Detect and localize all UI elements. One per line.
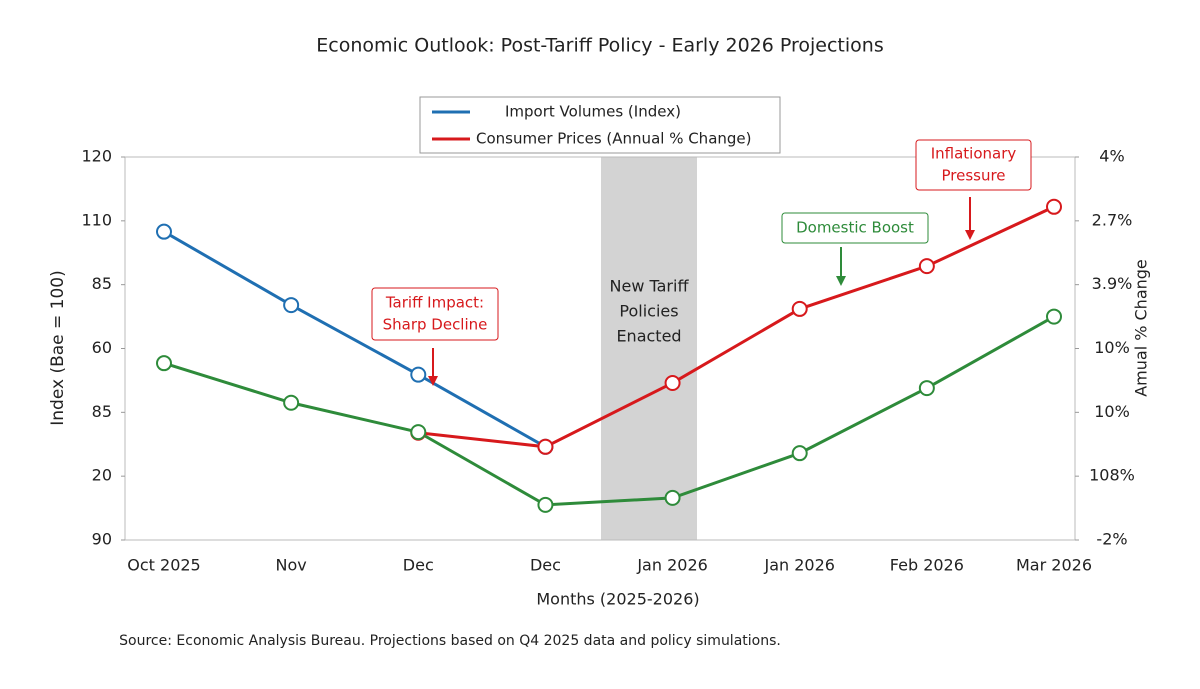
y-tick-label: 120 — [81, 147, 112, 166]
annotation-text: Pressure — [941, 167, 1005, 185]
data-point — [664, 489, 681, 506]
legend-label: Consumer Prices (Annual % Change) — [476, 130, 752, 148]
x-tick-label: Oct 2025 — [127, 556, 200, 575]
plot-frame — [124, 156, 1076, 541]
x-tick-label: Mar 2026 — [1016, 556, 1092, 575]
y2-tick-label: 108% — [1089, 466, 1135, 485]
data-point — [156, 223, 172, 240]
legend-box — [419, 96, 781, 154]
legend-label: Import Volumes (Index) — [505, 103, 681, 121]
data-point — [918, 380, 935, 397]
data-point — [791, 445, 808, 462]
annotation-arrowhead — [836, 276, 846, 286]
x-tick-label: Dec — [530, 556, 561, 575]
y2-tick-label: 2.7% — [1092, 210, 1133, 229]
data-point — [918, 258, 935, 275]
annotation-text: Tariff Impact: — [385, 294, 484, 312]
y-tick-label: 85 — [92, 402, 112, 421]
y2-tick-label: 3.9% — [1092, 274, 1133, 293]
annotation-box — [371, 287, 499, 341]
y2-tick-label: 4% — [1099, 147, 1124, 166]
data-point — [1046, 198, 1062, 215]
annotation-arrowhead — [965, 230, 975, 240]
data-point — [283, 394, 300, 411]
y2-tick-label: 10% — [1094, 338, 1130, 357]
data-point — [537, 496, 554, 513]
data-point — [791, 300, 808, 317]
shaded-label: Policies — [619, 302, 678, 321]
data-point — [156, 355, 172, 372]
series-line — [163, 315, 1055, 507]
y-tick-label: 90 — [92, 530, 112, 549]
data-point — [283, 297, 300, 314]
data-point — [1046, 308, 1062, 325]
x-axis-title: Months (2025-2026) — [536, 590, 699, 609]
annotation-arrowhead — [428, 376, 438, 386]
x-tick-label: Jan 2026 — [763, 556, 834, 575]
annotation-box — [781, 212, 929, 244]
shaded-label: Enacted — [616, 327, 681, 346]
x-tick-label: Dec — [403, 556, 434, 575]
data-point — [664, 374, 681, 391]
x-tick-label: Feb 2026 — [890, 556, 964, 575]
y2-axis-title: Amual % Change — [1132, 259, 1151, 397]
y2-tick-label: -2% — [1096, 530, 1127, 549]
y-tick-label: 60 — [92, 338, 112, 357]
x-tick-label: Nov — [276, 556, 307, 575]
data-point — [410, 424, 427, 441]
y-tick-label: 85 — [92, 274, 112, 293]
data-point — [410, 366, 427, 383]
annotation-box — [915, 139, 1032, 191]
annotation-text: Inflationary — [931, 145, 1017, 163]
x-tick-label: Jan 2026 — [636, 556, 707, 575]
series-line — [418, 205, 1055, 449]
data-point — [537, 438, 554, 455]
annotation-text: Domestic Boost — [796, 219, 914, 237]
shaded-region — [601, 157, 697, 540]
source-note: Source: Economic Analysis Bureau. Projec… — [119, 633, 781, 649]
y2-tick-label: 10% — [1094, 402, 1130, 421]
annotation-text: Sharp Decline — [383, 316, 488, 334]
series-line — [163, 230, 547, 449]
chart-title: Economic Outlook: Post-Tariff Policy - E… — [316, 35, 883, 57]
y-tick-label: 20 — [92, 466, 112, 485]
y-tick-label: 110 — [81, 210, 112, 229]
y-axis-title: Index (Bae = 100) — [48, 270, 68, 426]
shaded-label: New Tariff — [610, 277, 690, 296]
